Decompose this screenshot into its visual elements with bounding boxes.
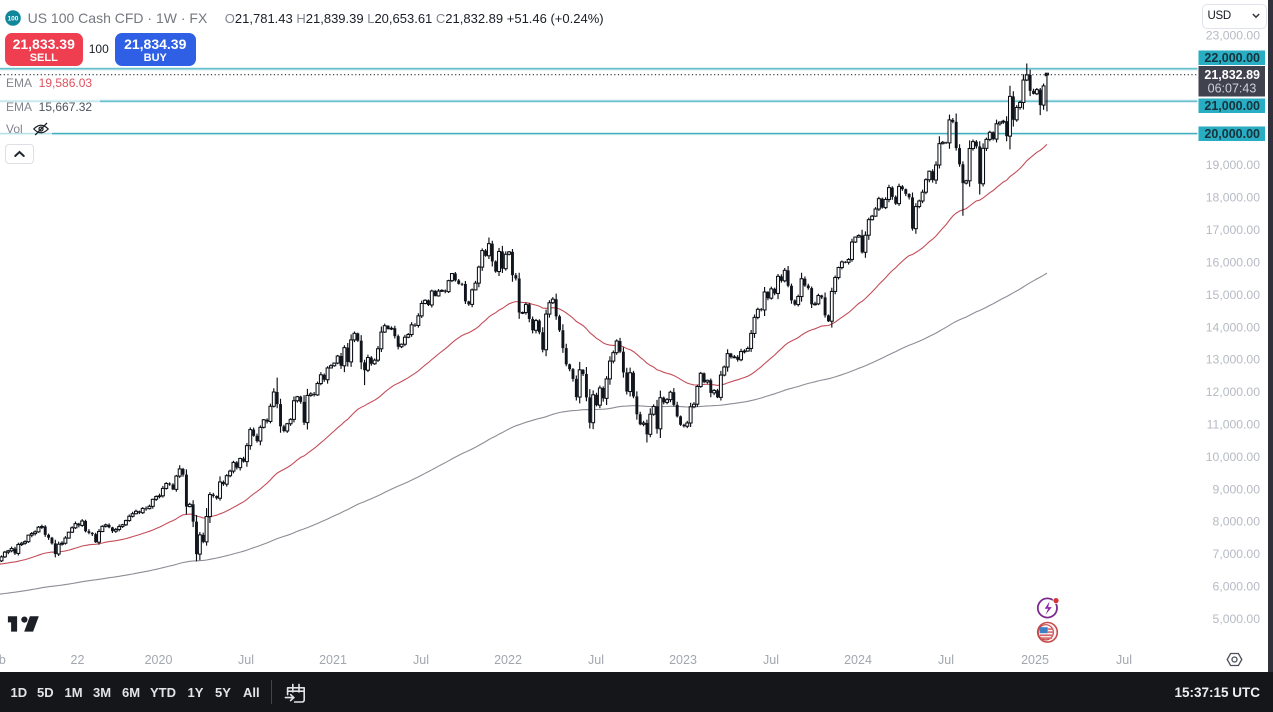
svg-text:9,000.00: 9,000.00 bbox=[1213, 482, 1261, 496]
svg-text:2021: 2021 bbox=[319, 653, 347, 667]
svg-text:16,000.00: 16,000.00 bbox=[1206, 255, 1260, 269]
svg-text:2020: 2020 bbox=[145, 653, 173, 667]
svg-text:15,000.00: 15,000.00 bbox=[1206, 288, 1260, 302]
svg-text:12,000.00: 12,000.00 bbox=[1206, 385, 1260, 399]
svg-text:5,000.00: 5,000.00 bbox=[1213, 612, 1261, 626]
svg-text:100: 100 bbox=[7, 15, 18, 22]
svg-text:13,000.00: 13,000.00 bbox=[1206, 353, 1260, 367]
svg-text:11,000.00: 11,000.00 bbox=[1207, 418, 1261, 432]
svg-text:21,832.89: 21,832.89 bbox=[1204, 68, 1260, 82]
svg-text:Jul: Jul bbox=[1116, 653, 1132, 667]
svg-text:Jul: Jul bbox=[413, 653, 429, 667]
svg-text:Jul: Jul bbox=[588, 653, 604, 667]
svg-text:6,000.00: 6,000.00 bbox=[1213, 580, 1261, 594]
svg-text:Jul: Jul bbox=[238, 653, 254, 667]
svg-text:18,000.00: 18,000.00 bbox=[1206, 191, 1260, 205]
svg-text:21,000.00: 21,000.00 bbox=[1204, 99, 1260, 113]
svg-text:22: 22 bbox=[71, 653, 85, 667]
svg-text:Feb: Feb bbox=[0, 653, 6, 667]
svg-text:Jul: Jul bbox=[938, 653, 954, 667]
svg-text:19,000.00: 19,000.00 bbox=[1206, 158, 1260, 172]
svg-text:20,000.00: 20,000.00 bbox=[1204, 127, 1260, 141]
svg-text:7,000.00: 7,000.00 bbox=[1213, 547, 1261, 561]
svg-text:23,000.00: 23,000.00 bbox=[1206, 29, 1260, 43]
svg-text:14,000.00: 14,000.00 bbox=[1206, 320, 1260, 334]
svg-text:Jul: Jul bbox=[763, 653, 779, 667]
svg-text:2022: 2022 bbox=[494, 653, 522, 667]
svg-text:8,000.00: 8,000.00 bbox=[1213, 515, 1261, 529]
svg-text:10,000.00: 10,000.00 bbox=[1206, 450, 1260, 464]
svg-text:17,000.00: 17,000.00 bbox=[1206, 223, 1260, 237]
svg-text:06:07:43: 06:07:43 bbox=[1208, 82, 1257, 96]
svg-text:22,000.00: 22,000.00 bbox=[1204, 51, 1260, 65]
svg-text:2023: 2023 bbox=[669, 653, 697, 667]
svg-text:2025: 2025 bbox=[1021, 653, 1049, 667]
svg-text:2024: 2024 bbox=[844, 653, 872, 667]
